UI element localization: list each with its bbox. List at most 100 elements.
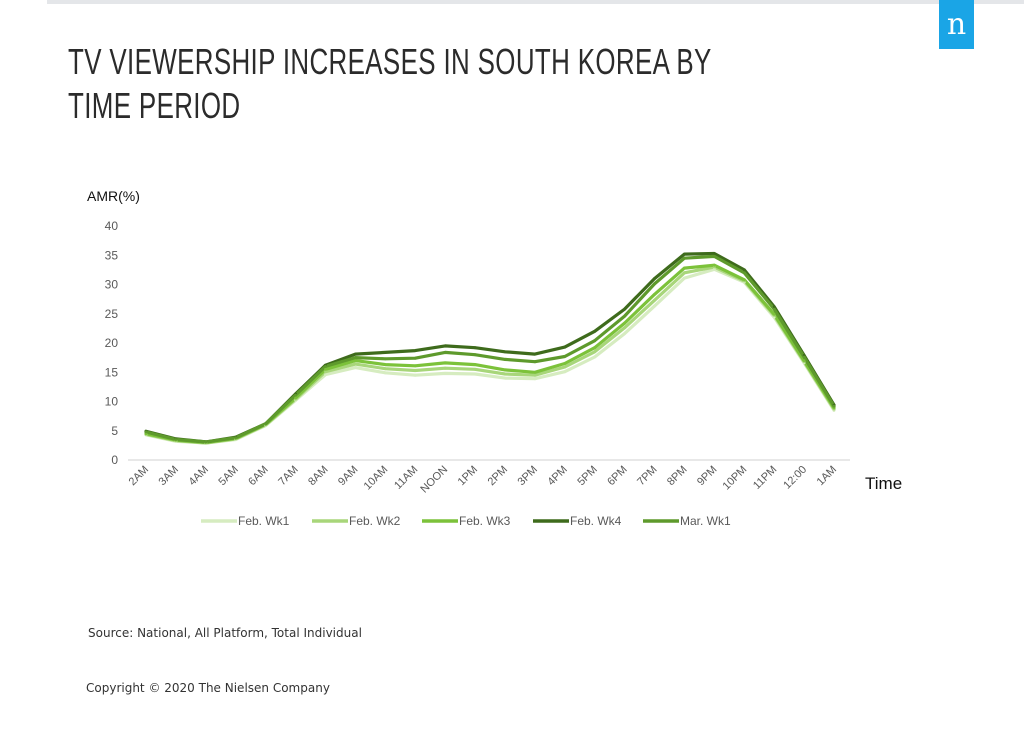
data-point <box>354 356 357 359</box>
data-point <box>593 355 597 359</box>
y-axis-ticks: 0 5 10 15 20 25 30 35 40 <box>105 219 119 467</box>
data-point <box>473 353 477 357</box>
data-point <box>383 371 387 375</box>
data-point <box>563 365 567 369</box>
data-point <box>473 363 477 366</box>
data-point <box>563 345 567 349</box>
data-point <box>413 356 417 360</box>
data-point <box>653 282 656 286</box>
data-point <box>503 368 507 372</box>
data-point <box>623 332 626 335</box>
data-point <box>712 263 716 267</box>
x-tick-label: 10AM <box>362 464 391 493</box>
data-point <box>443 372 447 375</box>
data-point <box>443 351 447 354</box>
data-point <box>533 373 537 377</box>
data-point <box>683 276 686 280</box>
x-tick-label: 11AM <box>392 464 420 492</box>
data-point <box>772 307 776 311</box>
data-point <box>533 370 537 374</box>
data-point <box>593 350 597 354</box>
data-point <box>832 404 836 408</box>
x-tick-label: 3AM <box>157 464 181 488</box>
data-point <box>772 305 776 309</box>
data-point <box>593 346 597 350</box>
data-point <box>473 367 477 371</box>
data-point <box>324 365 327 368</box>
y-tick-label: 5 <box>111 424 118 438</box>
data-point <box>354 352 357 356</box>
data-point <box>294 396 297 400</box>
page-title: TV VIEWERSHIP INCREASES IN SOUTH KOREA B… <box>68 40 712 128</box>
series-line-feb-wk4 <box>144 251 836 444</box>
title-line-1: TV VIEWERSHIP INCREASES IN SOUTH KOREA B… <box>68 41 712 82</box>
x-tick-label: 8AM <box>306 464 330 488</box>
data-point <box>324 373 327 376</box>
data-point <box>443 344 447 348</box>
data-point <box>623 314 626 318</box>
data-point <box>294 393 297 397</box>
legend: Feb. Wk1 Feb. Wk2 Feb. Wk3 Feb. Wk4 Mar. Wk1 <box>201 514 731 528</box>
data-point <box>712 255 716 258</box>
data-point <box>593 339 597 343</box>
legend-label: Feb. Wk2 <box>349 514 401 528</box>
y-tick-label: 0 <box>111 453 118 467</box>
x-tick-label: 11PM <box>751 464 779 492</box>
data-point <box>473 346 477 350</box>
data-point <box>623 326 626 330</box>
x-tick-label: 6AM <box>246 464 270 488</box>
data-point <box>413 349 417 352</box>
y-tick-label: 40 <box>105 219 119 233</box>
x-tick-label: 1AM <box>815 464 839 488</box>
data-point <box>653 293 656 296</box>
x-tick-label: 4PM <box>545 464 569 488</box>
data-point <box>234 436 238 440</box>
x-axis-label: Time <box>865 474 902 493</box>
data-point <box>533 377 537 381</box>
data-point <box>683 252 686 256</box>
legend-label: Mar. Wk1 <box>680 514 731 528</box>
x-tick-label: 6PM <box>605 464 629 488</box>
data-point <box>712 267 716 271</box>
data-point <box>623 321 626 325</box>
data-point <box>144 430 148 434</box>
x-tick-label: 10PM <box>721 464 750 493</box>
y-tick-label: 15 <box>105 365 119 379</box>
source-note: Source: National, All Platform, Total In… <box>88 626 362 640</box>
data-point <box>653 298 656 302</box>
legend-label: Feb. Wk3 <box>459 514 511 528</box>
data-point <box>354 366 357 369</box>
data-point <box>383 367 387 371</box>
data-point <box>383 363 387 366</box>
data-point <box>593 329 597 333</box>
x-tick-label: 7PM <box>635 464 659 488</box>
x-tick-label: 9PM <box>695 464 719 488</box>
data-point <box>264 422 268 426</box>
copyright-note: Copyright © 2020 The Nielsen Company <box>86 681 330 695</box>
y-tick-label: 20 <box>105 336 119 350</box>
x-tick-label: 2PM <box>486 464 510 488</box>
series-lines <box>144 251 836 445</box>
data-point <box>443 361 447 365</box>
y-axis-label: AMR(%) <box>87 188 140 204</box>
data-point <box>324 367 327 371</box>
data-point <box>383 357 387 361</box>
series-line-feb-wk3 <box>144 263 836 444</box>
y-tick-label: 25 <box>105 307 119 321</box>
legend-label: Feb. Wk4 <box>570 514 622 528</box>
series-line-feb-wk2 <box>144 265 836 445</box>
x-tick-label: 8PM <box>665 464 689 488</box>
data-point <box>533 352 537 356</box>
data-point <box>443 366 447 370</box>
data-point <box>413 373 417 377</box>
x-tick-label: 9AM <box>336 464 360 488</box>
data-point <box>563 370 567 374</box>
x-tick-label: 5AM <box>216 464 240 488</box>
data-point <box>683 266 686 270</box>
data-point <box>204 440 208 444</box>
legend-label: Feb. Wk1 <box>238 514 290 528</box>
data-point <box>174 438 178 441</box>
data-point <box>623 307 626 311</box>
data-point <box>324 370 327 374</box>
data-point <box>712 252 716 255</box>
